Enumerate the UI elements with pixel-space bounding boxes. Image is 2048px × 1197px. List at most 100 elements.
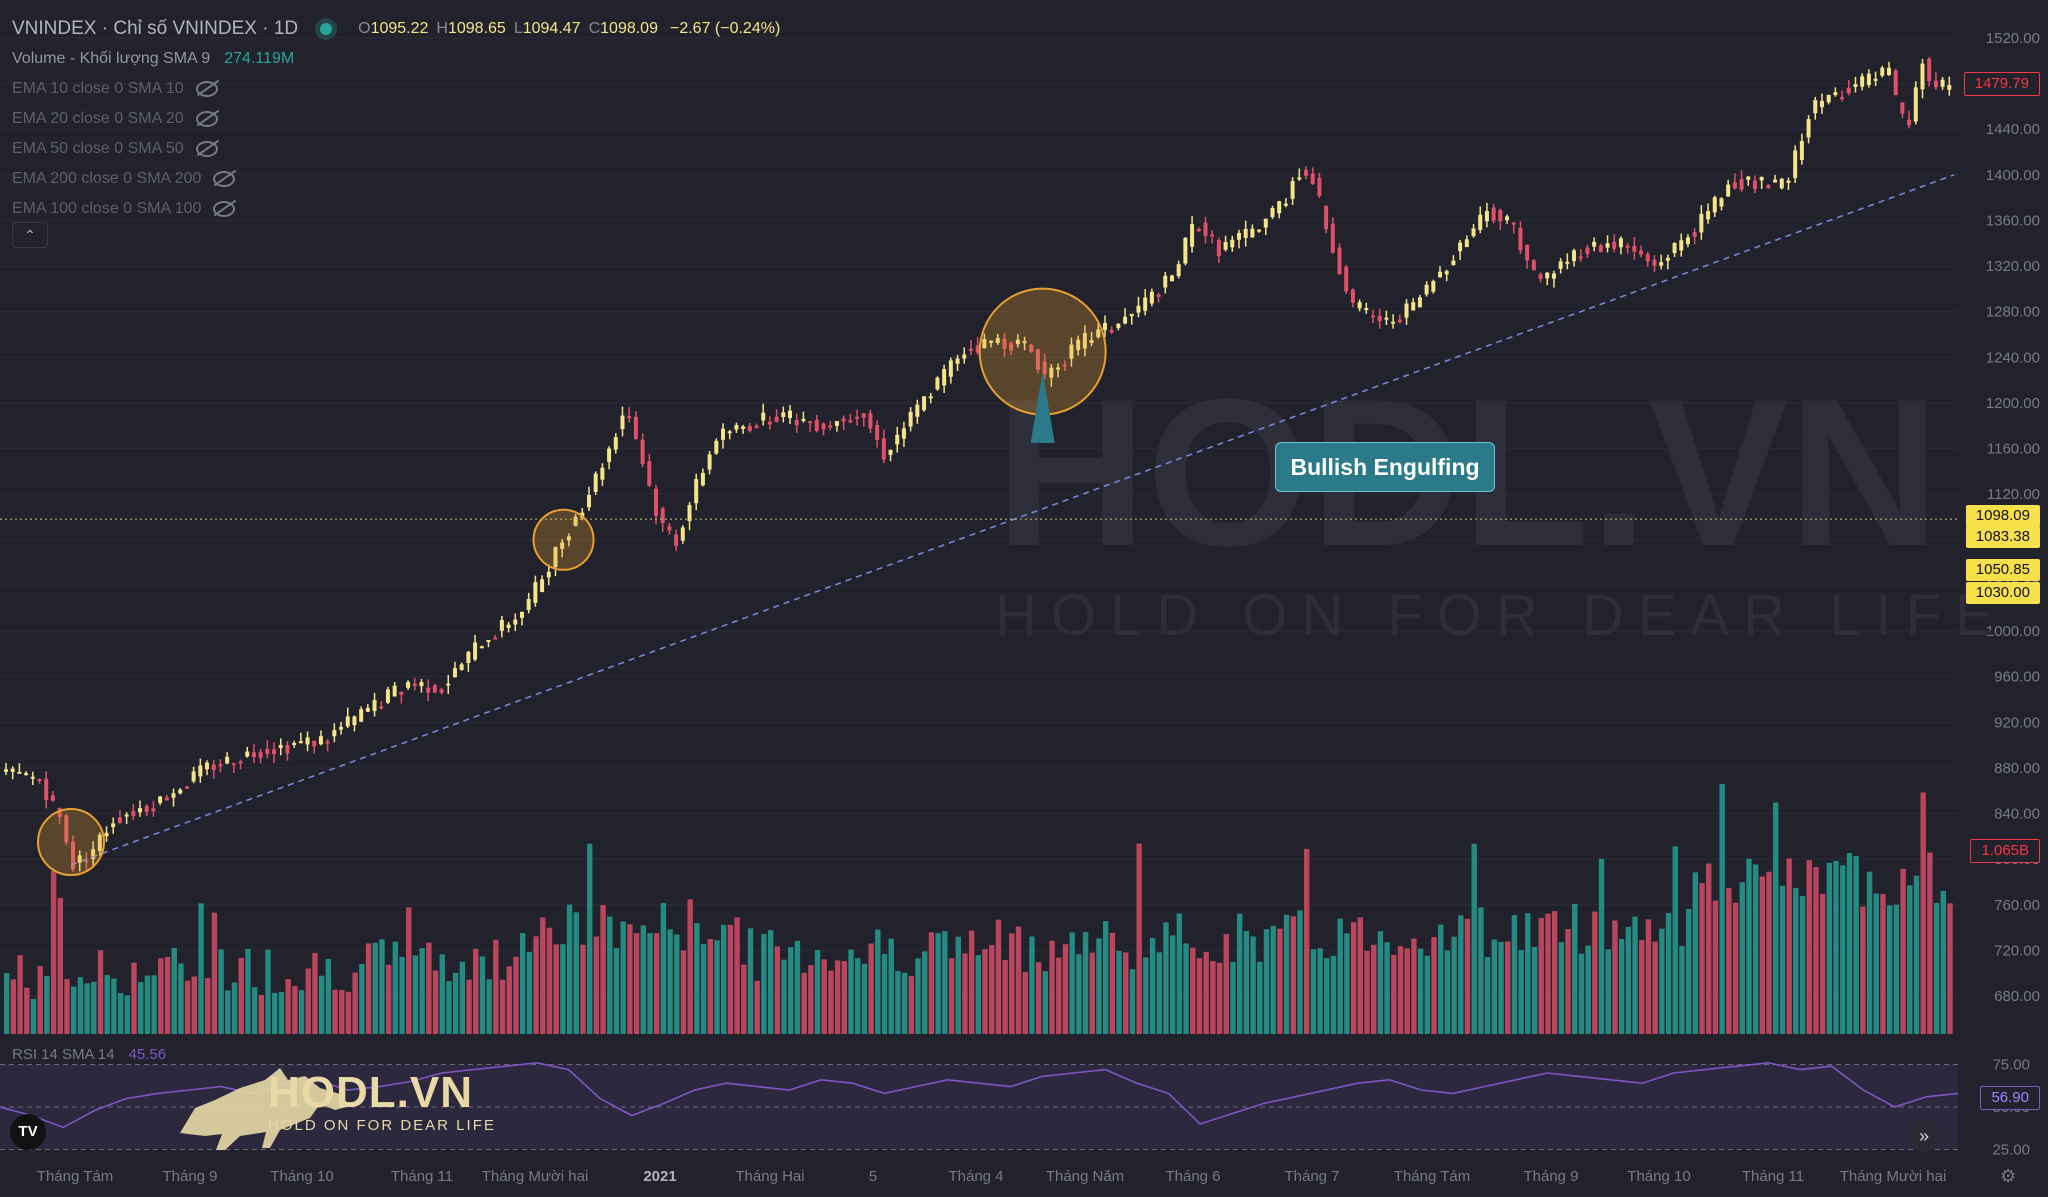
candle-body xyxy=(526,598,531,611)
candle-body xyxy=(1417,297,1422,308)
hidden-eye-icon[interactable] xyxy=(195,81,218,97)
volume-bar xyxy=(131,962,137,1034)
volume-bar xyxy=(372,942,378,1034)
y-axis-tick: 1440.00 xyxy=(1986,121,2040,138)
volume-bar xyxy=(540,917,546,1034)
volume-bar xyxy=(1612,920,1618,1034)
candle-body xyxy=(620,415,625,430)
candle-body xyxy=(158,796,163,803)
ema-100-legend[interactable]: EMA 100 close 0 SMA 100 xyxy=(12,194,780,224)
candle-body xyxy=(1042,361,1047,375)
volume-bar xyxy=(1183,943,1189,1034)
candle-body xyxy=(781,412,786,417)
candle-body xyxy=(1612,241,1617,249)
bullish-engulfing-callout[interactable]: Bullish Engulfing xyxy=(1275,442,1495,492)
candle-body xyxy=(1377,315,1382,322)
candle-body xyxy=(593,473,598,492)
volume-bar xyxy=(1659,928,1665,1034)
ohlc-values: O1095.22 H1098.65 L1094.47 C1098.09 −2.67 (−… xyxy=(358,20,781,37)
volume-bar xyxy=(479,956,486,1034)
candle-body xyxy=(493,637,498,640)
callout-pointer xyxy=(1030,372,1055,443)
candle-body xyxy=(473,642,478,660)
hidden-eye-icon[interactable] xyxy=(213,171,236,187)
candle-body xyxy=(419,682,424,687)
volume-bar xyxy=(1853,856,1859,1034)
ema-20-legend[interactable]: EMA 20 close 0 SMA 20 xyxy=(12,104,780,134)
hidden-eye-icon[interactable] xyxy=(195,111,218,127)
candle-body xyxy=(948,360,953,377)
volume-bar xyxy=(1391,954,1397,1034)
volume-bar xyxy=(1759,876,1766,1034)
volume-bar xyxy=(888,938,894,1034)
candle-body xyxy=(1022,341,1027,344)
ema-200-legend[interactable]: EMA 200 close 0 SMA 200 xyxy=(12,164,780,194)
collapse-legend-button[interactable]: ⌃ xyxy=(12,222,48,248)
crosshair-price-tag: 1098.09 xyxy=(1965,505,2040,527)
volume-bar xyxy=(513,956,519,1034)
volume-bar xyxy=(231,982,238,1034)
volume-bar xyxy=(955,936,961,1034)
candle-body xyxy=(1129,313,1134,317)
volume-bar xyxy=(1210,961,1216,1034)
volume-bar xyxy=(801,972,807,1034)
candle-body xyxy=(1029,344,1034,352)
candle-body xyxy=(184,786,189,789)
y-axis-tick: 1360.00 xyxy=(1986,212,2040,229)
candle-body xyxy=(1277,201,1282,214)
candle-body xyxy=(318,736,323,745)
ema-50-legend[interactable]: EMA 50 close 0 SMA 50 xyxy=(12,134,780,164)
hidden-eye-icon[interactable] xyxy=(213,201,236,217)
volume-bar xyxy=(1920,792,1926,1034)
ema-10-legend[interactable]: EMA 10 close 0 SMA 10 xyxy=(12,74,780,104)
scroll-to-realtime-button[interactable]: » xyxy=(1908,1120,1940,1152)
candle-body xyxy=(1310,173,1315,185)
volume-bar xyxy=(1739,882,1745,1034)
x-axis-tick: Tháng 7 xyxy=(1284,1168,1340,1185)
candle-body xyxy=(1578,256,1583,259)
volume-bar xyxy=(1933,902,1940,1034)
x-axis-tick: Tháng Hai xyxy=(735,1168,805,1185)
volume-bar xyxy=(1498,941,1504,1034)
candle-body xyxy=(1645,253,1650,262)
candle-body xyxy=(1478,214,1483,230)
volume-bar xyxy=(473,948,479,1034)
volume-bar xyxy=(1893,904,1900,1034)
volume-bar xyxy=(620,921,626,1034)
candle-body xyxy=(1216,240,1221,257)
volume-bar xyxy=(205,978,211,1034)
volume-bar xyxy=(1022,971,1028,1034)
settings-gear-icon[interactable]: ⚙ xyxy=(2000,1166,2017,1186)
candle-body xyxy=(479,646,484,649)
candle-body xyxy=(144,806,149,812)
volume-bar xyxy=(1042,971,1049,1034)
rsi-legend[interactable]: RSI 14 SMA 14 45.56 xyxy=(12,1046,167,1063)
volume-bar xyxy=(546,927,553,1034)
volume-bar xyxy=(245,948,251,1034)
candle-body xyxy=(861,413,866,418)
candle-body xyxy=(1558,261,1563,269)
hidden-eye-icon[interactable] xyxy=(195,141,218,157)
volume-bar xyxy=(446,981,452,1034)
volume-bar xyxy=(1149,938,1156,1034)
volume-bar xyxy=(1035,962,1042,1034)
volume-bar xyxy=(781,959,787,1034)
volume-bar xyxy=(814,950,821,1034)
volume-bar xyxy=(982,949,988,1034)
candle-body xyxy=(1779,178,1784,189)
candle-body xyxy=(1866,73,1871,85)
candle-body xyxy=(895,434,900,445)
candle-body xyxy=(1270,208,1275,218)
volume-bar xyxy=(607,916,613,1034)
candle-body xyxy=(761,412,766,421)
volume-bar xyxy=(633,933,640,1034)
tradingview-logo-icon[interactable]: TV xyxy=(10,1114,46,1150)
volume-bar xyxy=(1866,871,1873,1034)
candle-body xyxy=(513,619,518,625)
symbol-title[interactable]: VNINDEX · Chỉ số VNINDEX · 1D xyxy=(12,18,299,39)
volume-legend[interactable]: Volume - Khối lượng SMA 9 274.119M xyxy=(12,50,295,67)
candle-body xyxy=(1886,67,1891,76)
volume-bar xyxy=(895,970,901,1034)
candle-body xyxy=(727,431,732,434)
volume-bar xyxy=(144,975,151,1034)
